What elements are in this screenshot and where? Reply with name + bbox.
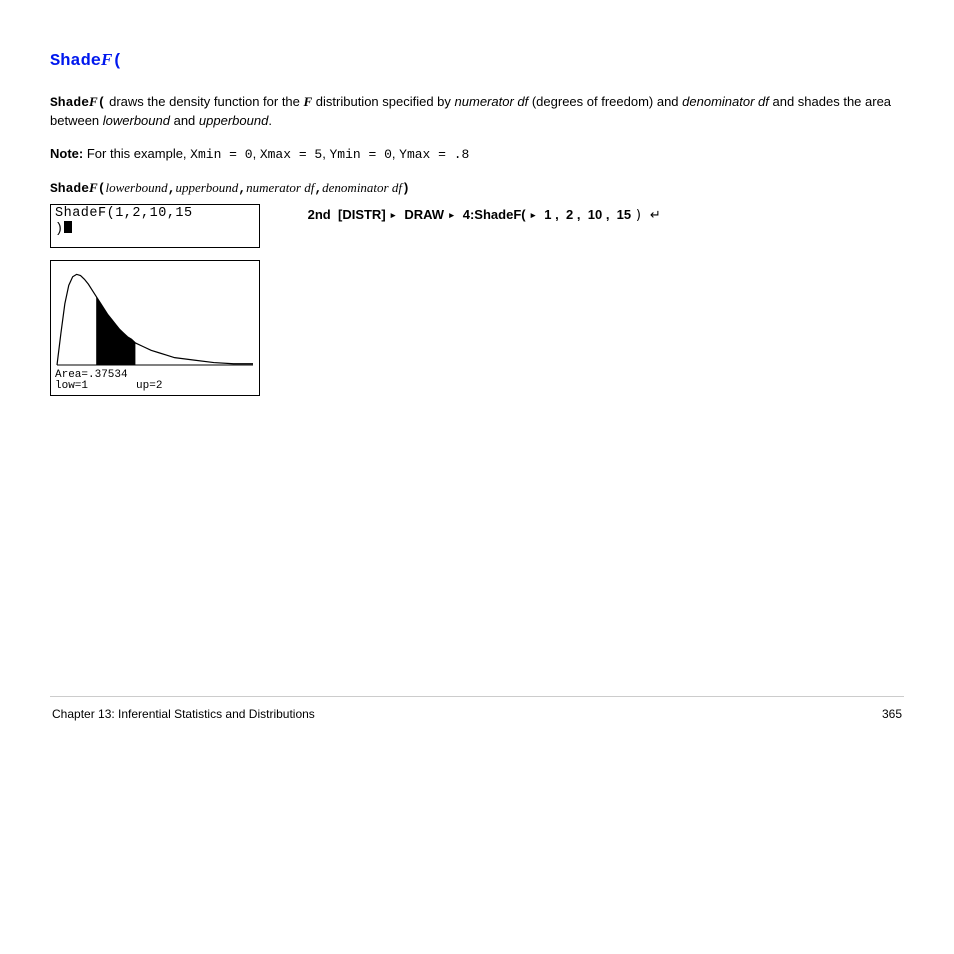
doc-page: ShadeF( ShadeF( draws the density functi… (0, 0, 954, 791)
cursor-icon (64, 221, 72, 233)
signature-line: ShadeF(lowerbound,upperbound,numerator d… (50, 180, 904, 196)
section-heading: ShadeF( (50, 50, 904, 71)
key-distr: [DISTR] (338, 207, 386, 222)
description-paragraph: ShadeF( draws the density function for t… (50, 93, 904, 129)
heading-paren: ( (112, 52, 122, 71)
f-distribution-chart (51, 261, 259, 369)
key-2nd: 2nd (308, 207, 331, 222)
screen1-text: ShadeF(1,2,10,15 ) (55, 206, 193, 238)
note-paragraph: Note: For this example, Xmin = 0, Xmax =… (50, 145, 904, 164)
up-label: up=2 (136, 381, 162, 393)
low-label: low=1 (55, 381, 88, 393)
keystroke-path: 2nd [DISTR] ▸ DRAW ▸ 4:ShadeF( ▸ 1 , 2 ,… (308, 204, 661, 227)
calc-screen-graph: Area=.37534 low=1 up=2 (50, 260, 260, 396)
footer-pagenum: 365 (882, 707, 902, 721)
footer-chapter: Chapter 13: Inferential Statistics and D… (52, 707, 315, 721)
graph-readout: Area=.37534 low=1 up=2 (51, 369, 259, 395)
calculator-screens: ShadeF(1,2,10,15 ) 2nd [DISTR] ▸ DRAW ▸ … (50, 204, 904, 396)
menu-shadef: 4:ShadeF( (463, 207, 526, 222)
calc-screen-input: ShadeF(1,2,10,15 ) (50, 204, 260, 248)
page-footer: Chapter 13: Inferential Statistics and D… (50, 707, 904, 751)
enter-key-icon: ↵ (650, 207, 661, 222)
menu-draw: DRAW (404, 207, 444, 222)
footer-divider (50, 696, 904, 697)
heading-fn: Shade (50, 52, 101, 71)
